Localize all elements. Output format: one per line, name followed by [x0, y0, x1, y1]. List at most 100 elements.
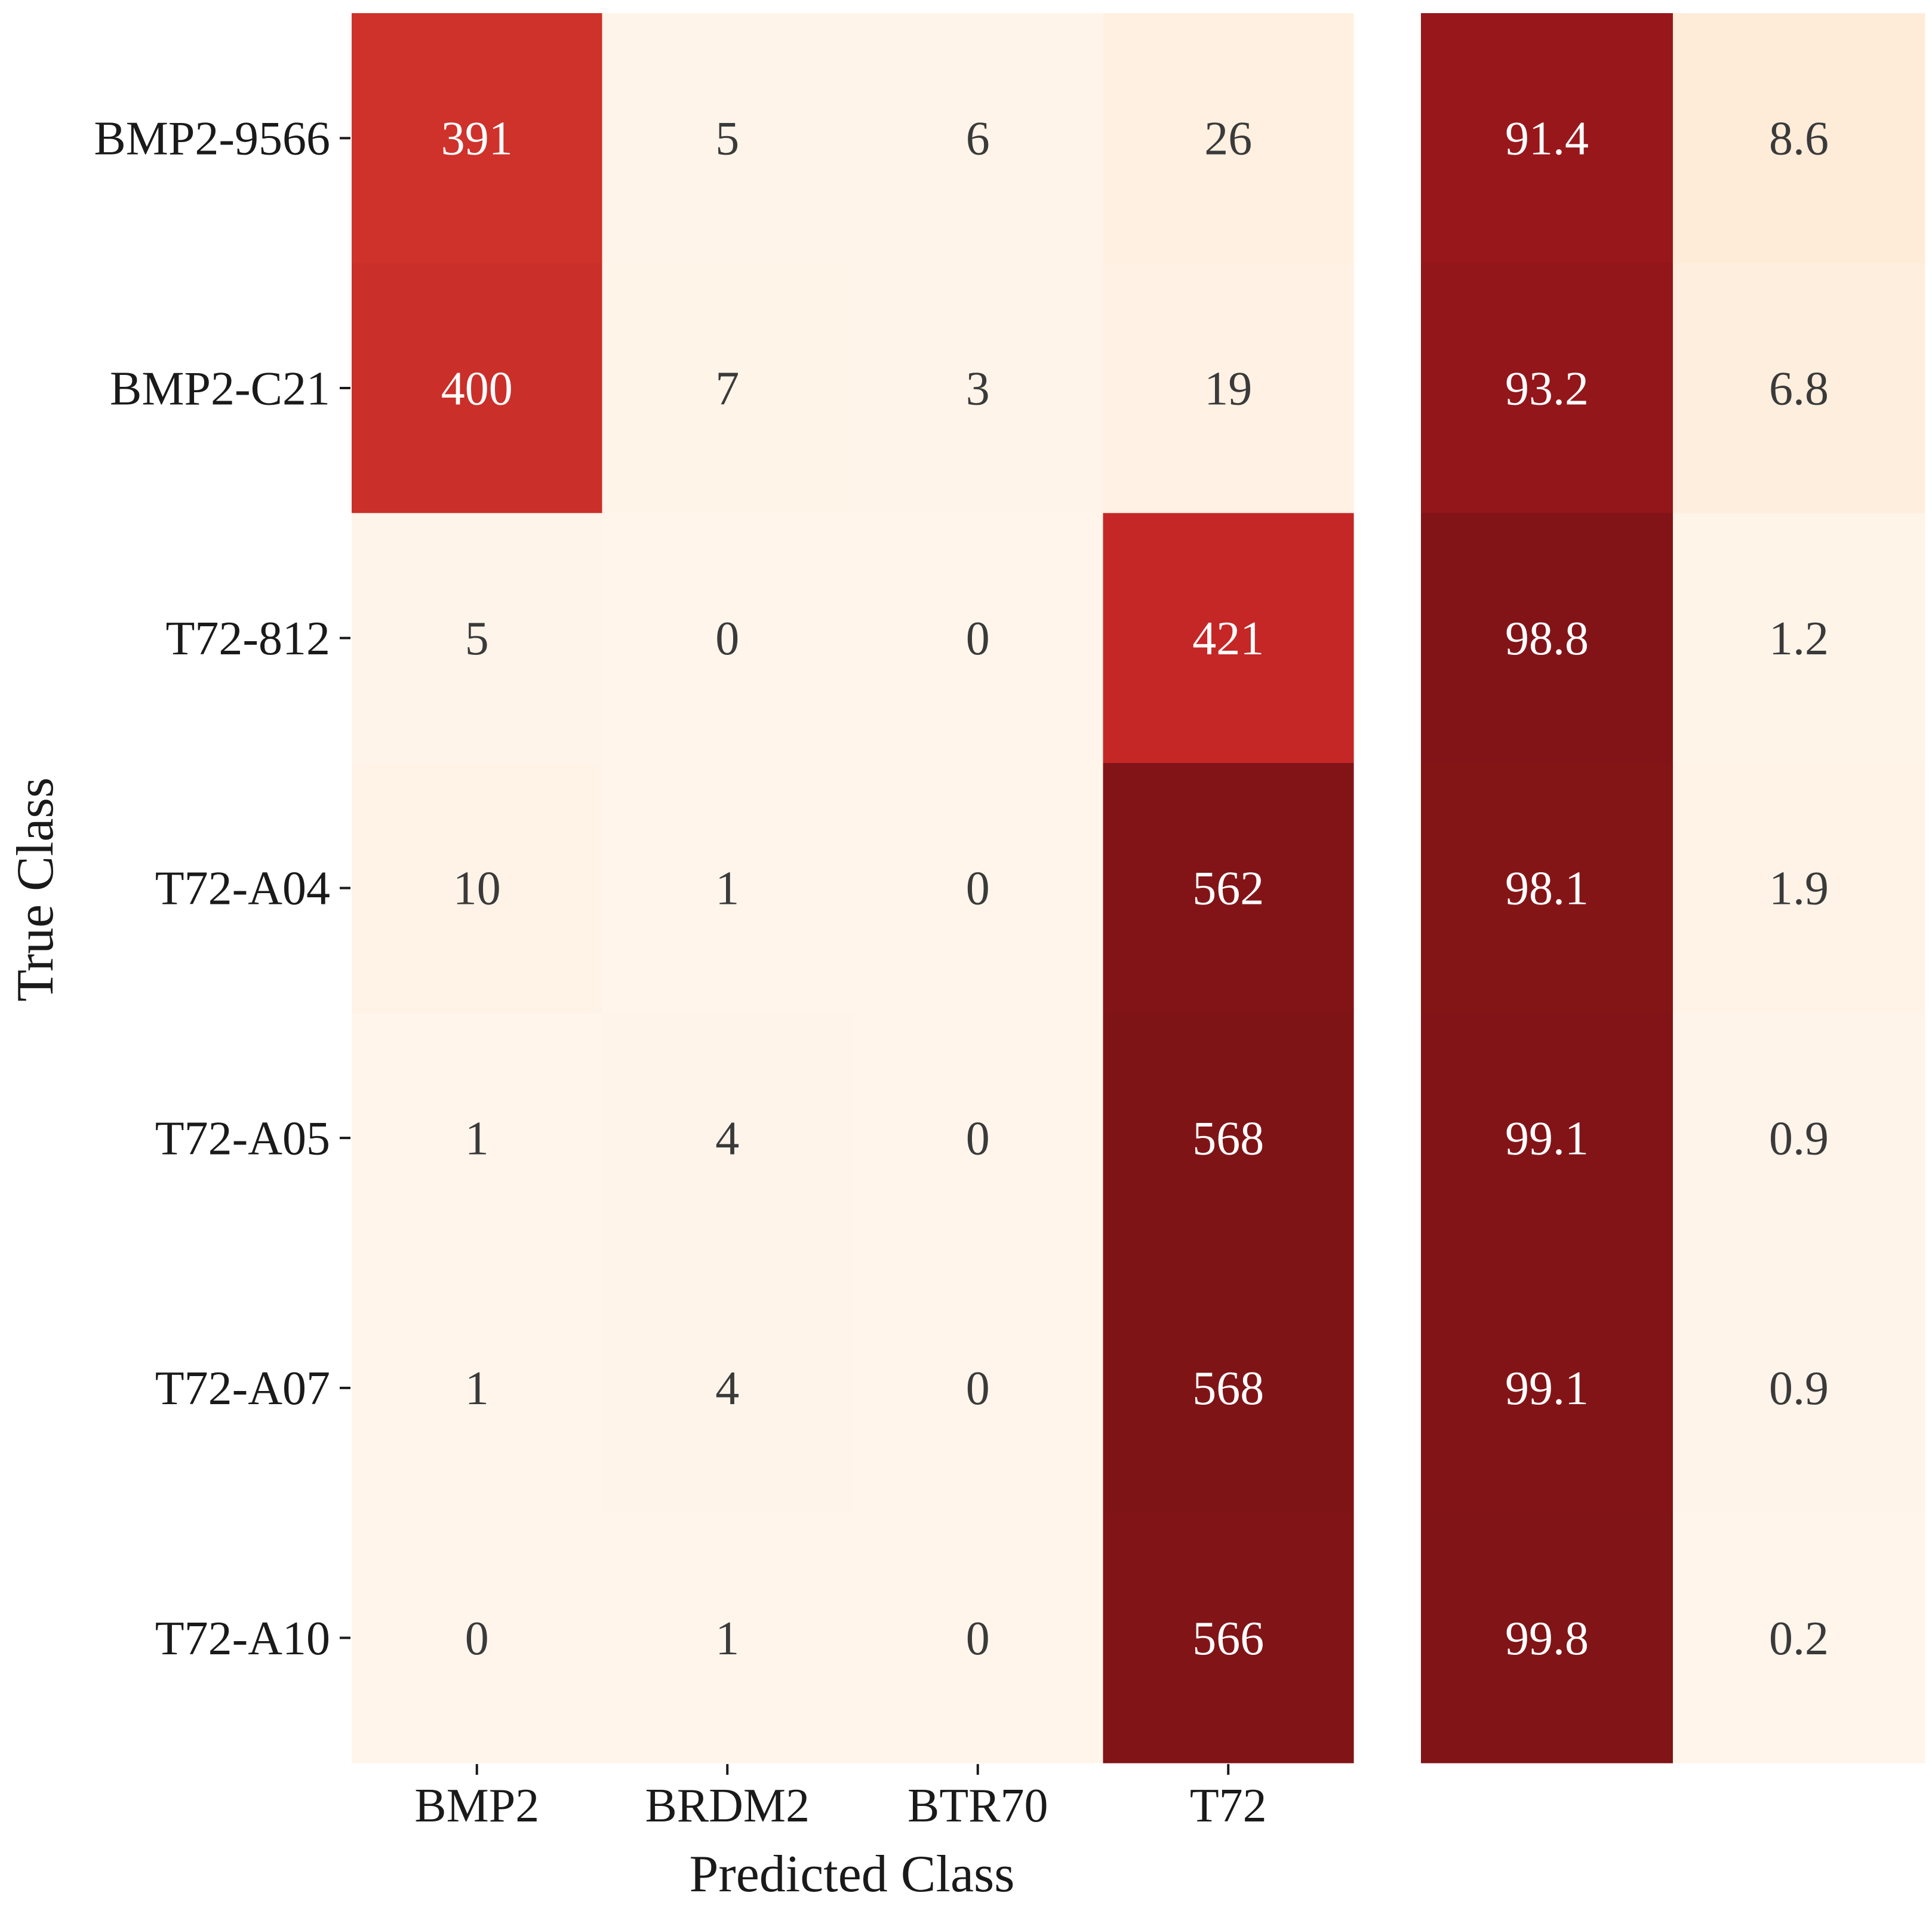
confusion-matrix-cell	[602, 513, 853, 764]
y-tick-label: T72-A10	[155, 1612, 330, 1665]
percentage-matrix-value-label: 93.2	[1505, 362, 1589, 415]
confusion-matrix-cell	[1103, 1263, 1354, 1513]
y-tick-label: T72-812	[165, 613, 330, 665]
x-tick-label: BMP2	[414, 1780, 539, 1832]
confusion-matrix-value-label: 400	[441, 362, 513, 415]
percentage-matrix-cell	[1673, 1013, 1925, 1264]
percentage-matrix-value-label: 8.6	[1769, 113, 1829, 165]
confusion-matrix-value-label: 1	[465, 1362, 489, 1415]
confusion-matrix-cell	[352, 763, 603, 1014]
heatmap-cells	[352, 13, 1925, 1764]
confusion-matrix-cell	[853, 1263, 1104, 1513]
percentage-matrix-value-label: 99.8	[1505, 1612, 1589, 1665]
percentage-matrix-value-label: 99.1	[1505, 1362, 1589, 1415]
y-tick-label: T72-A04	[155, 863, 330, 915]
confusion-matrix-value-label: 1	[715, 863, 739, 915]
confusion-matrix-value-label: 0	[715, 613, 739, 665]
confusion-matrix-value-label: 0	[966, 863, 990, 915]
y-tick-label: T72-A07	[155, 1362, 330, 1415]
percentage-matrix-value-label: 1.2	[1769, 613, 1829, 665]
x-tick-label: BRDM2	[645, 1780, 810, 1832]
confusion-matrix-value-label: 1	[465, 1112, 489, 1165]
confusion-matrix-cell	[602, 1513, 853, 1764]
confusion-matrix-cell	[602, 263, 853, 513]
percentage-matrix-value-label: 91.4	[1505, 113, 1589, 165]
confusion-matrix-value-label: 0	[966, 1612, 990, 1665]
percentage-matrix-cell	[1673, 13, 1925, 264]
confusion-matrix-cell	[352, 263, 603, 513]
y-tick-label: BMP2-C21	[110, 362, 330, 415]
percentage-matrix-value-label: 98.8	[1505, 613, 1589, 665]
confusion-matrix-value-label: 26	[1204, 113, 1252, 165]
confusion-matrix-cell	[853, 1013, 1104, 1264]
confusion-matrix-value-label: 19	[1204, 362, 1252, 415]
percentage-matrix-cell	[1421, 1263, 1673, 1513]
confusion-matrix-cell	[853, 1513, 1104, 1764]
confusion-matrix-cell	[352, 1013, 603, 1264]
confusion-matrix-cell	[853, 13, 1104, 264]
percentage-matrix-cell	[1421, 263, 1673, 513]
y-axis-title: True Class	[7, 777, 64, 1002]
y-tick-label: BMP2-9566	[94, 113, 330, 165]
confusion-matrix-value-label: 568	[1192, 1112, 1264, 1165]
confusion-matrix-cell	[1103, 1013, 1354, 1264]
percentage-matrix-cell	[1673, 1263, 1925, 1513]
confusion-matrix-cell	[352, 13, 603, 264]
confusion-matrix-value-label: 421	[1192, 613, 1264, 665]
confusion-matrix-cell	[602, 1013, 853, 1264]
percentage-matrix-cell	[1673, 263, 1925, 513]
percentage-matrix-value-label: 1.9	[1769, 863, 1829, 915]
confusion-matrix-value-label: 568	[1192, 1362, 1264, 1415]
percentage-matrix-cell	[1673, 763, 1925, 1014]
confusion-matrix-value-label: 562	[1192, 863, 1264, 915]
percentage-matrix-value-label: 6.8	[1769, 362, 1829, 415]
percentage-matrix-cell	[1673, 513, 1925, 764]
confusion-matrix-value-label: 4	[715, 1112, 739, 1165]
percentage-matrix-value-label: 0.2	[1769, 1612, 1829, 1665]
confusion-matrix-cell	[1103, 1513, 1354, 1764]
confusion-matrix-cell	[1103, 263, 1354, 513]
x-tick-label: T72	[1190, 1780, 1267, 1832]
confusion-matrix-cell	[1103, 513, 1354, 764]
confusion-matrix-value-label: 0	[465, 1612, 489, 1665]
confusion-matrix-cell	[602, 1263, 853, 1513]
confusion-matrix-cell	[1103, 763, 1354, 1014]
confusion-matrix-cell	[352, 1263, 603, 1513]
percentage-matrix-cell	[1421, 513, 1673, 764]
percentage-matrix-value-label: 98.1	[1505, 863, 1589, 915]
confusion-matrix-cell	[853, 513, 1104, 764]
confusion-matrix-value-label: 1	[715, 1612, 739, 1665]
confusion-matrix-value-label: 0	[966, 1362, 990, 1415]
confusion-matrix-cell	[602, 13, 853, 264]
confusion-matrix-value-label: 10	[453, 863, 501, 915]
percentage-matrix-cell	[1421, 763, 1673, 1014]
confusion-matrix-cell	[853, 763, 1104, 1014]
x-axis-title: Predicted Class	[689, 1845, 1014, 1903]
confusion-matrix-value-label: 3	[966, 362, 990, 415]
percentage-matrix-cell	[1421, 1013, 1673, 1264]
confusion-matrix-value-label: 5	[715, 113, 739, 165]
confusion-matrix-cell	[352, 513, 603, 764]
confusion-matrix-value-label: 7	[715, 362, 739, 415]
axes: BMP2-9566 BMP2-C21 T72-812 T72-A04 T72-A05 T7…	[94, 113, 1266, 1832]
confusion-matrix-cell	[602, 763, 853, 1014]
confusion-matrix-cell	[1103, 13, 1354, 264]
y-tick-label: T72-A05	[155, 1112, 330, 1165]
confusion-matrix-value-label: 566	[1192, 1612, 1264, 1665]
percentage-matrix-cell	[1421, 1513, 1673, 1764]
percentage-matrix-cell	[1673, 1513, 1925, 1764]
percentage-matrix-cell	[1421, 13, 1673, 264]
percentage-matrix-value-label: 99.1	[1505, 1112, 1589, 1165]
x-tick-label: BTR70	[907, 1780, 1048, 1832]
confusion-matrix-value-label: 6	[966, 113, 990, 165]
confusion-matrix-value-label: 0	[966, 1112, 990, 1165]
confusion-matrix-value-label: 391	[441, 113, 513, 165]
confusion-matrix-value-label: 0	[966, 613, 990, 665]
confusion-matrix-value-label: 5	[465, 613, 489, 665]
confusion-matrix-value-label: 4	[715, 1362, 739, 1415]
percentage-matrix-value-label: 0.9	[1769, 1362, 1829, 1415]
confusion-matrix-cell	[352, 1513, 603, 1764]
confusion-matrix-cell	[853, 263, 1104, 513]
